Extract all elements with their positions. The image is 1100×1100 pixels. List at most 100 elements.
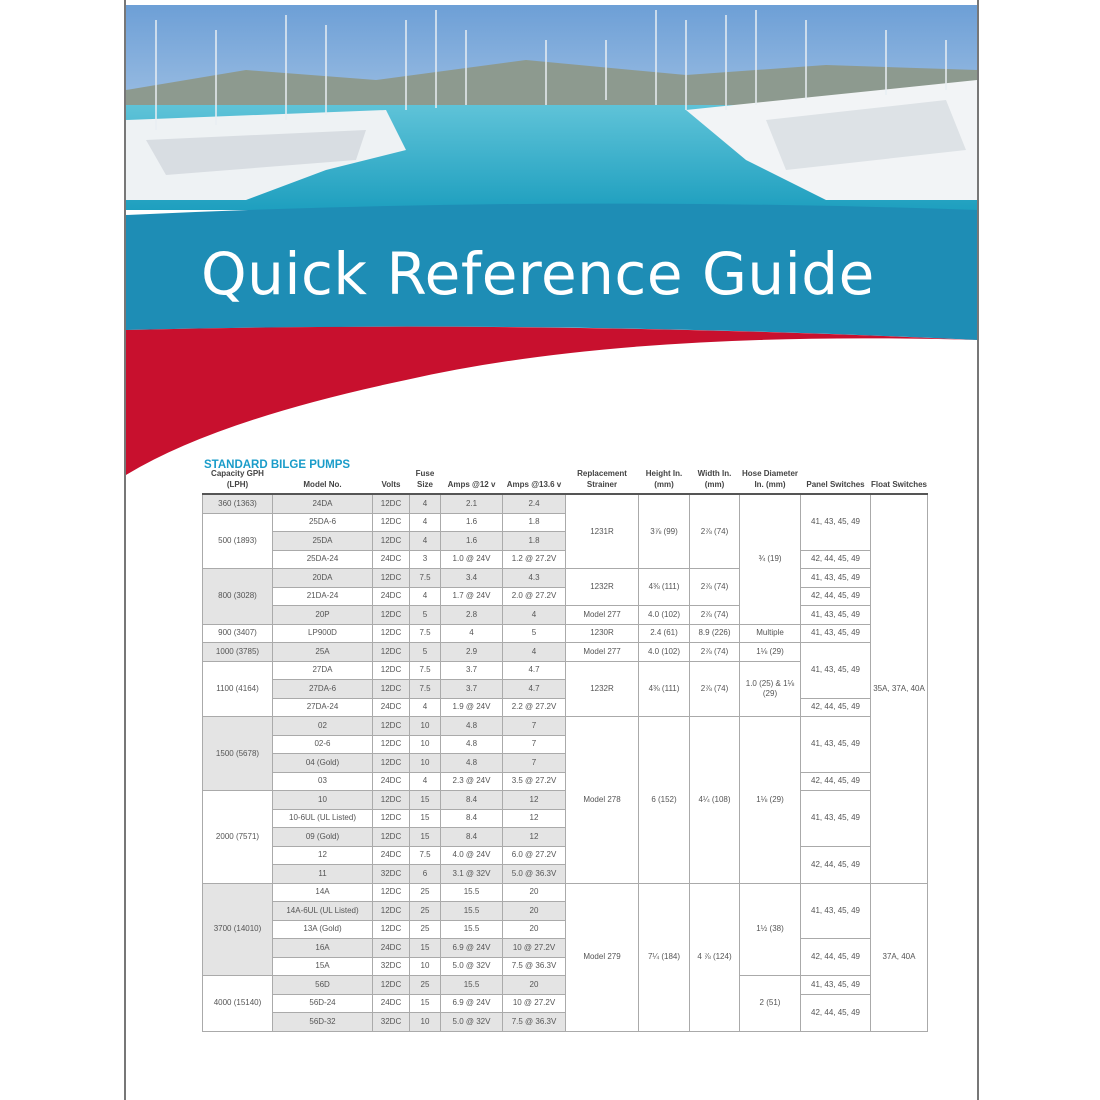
table-cell: 32DC: [372, 1012, 410, 1032]
table-cell: 3.7: [440, 679, 503, 699]
table-cell: 42, 44, 45, 49: [800, 771, 871, 791]
page-title: Quick Reference Guide: [201, 240, 875, 308]
table-cell: 27DA-6: [272, 679, 373, 699]
table-cell: 24DC: [372, 549, 410, 569]
table-cell: 25: [409, 882, 441, 902]
table-cell: 6: [409, 864, 441, 884]
table-cell: 4: [440, 623, 503, 643]
table-cell: 1.0 (25) & 1⅛ (29): [739, 660, 801, 717]
table-row: 2000 (7571) 10 12DC 15 8.4 12 41, 43, 45, 49: [202, 790, 928, 884]
table-cell: 7: [502, 753, 566, 773]
table-cell: 10 @ 27.2V: [502, 938, 566, 958]
table-row: 21DA-24 24DC 4 1.7 @ 24V 2.0 @ 27.2V 42, 44, …: [203, 586, 928, 606]
table-cell: 32DC: [372, 956, 410, 976]
marina-photo: [126, 5, 977, 210]
table-cell: 4.0 (102): [638, 642, 690, 662]
table-row: 04 (Gold) 12DC 10 4.8 7: [203, 753, 928, 773]
table-cell: 56D-32: [272, 1012, 373, 1032]
table-cell: 12DC: [372, 734, 410, 754]
table-cell: 7.5: [409, 568, 441, 588]
table-cell: 7.5: [409, 679, 441, 699]
table-cell: 2⅞ (74): [689, 605, 740, 625]
table-cell: 10: [409, 753, 441, 773]
table-cell: 09 (Gold): [272, 827, 373, 847]
table-cell: 24DC: [372, 697, 410, 717]
table-cell: 12: [272, 845, 373, 865]
table-cell: 6 (152): [638, 716, 690, 884]
column-header: Fuse Size: [409, 468, 441, 495]
table-cell: ¾ (19): [739, 493, 801, 625]
column-header: Model No.: [272, 468, 373, 495]
table-cell: 1.6: [440, 512, 503, 532]
table-cell: 41, 43, 45, 49: [800, 716, 871, 773]
table-cell: 12DC: [372, 642, 410, 662]
table-cell: 12DC: [372, 660, 410, 680]
table-cell: 3: [409, 549, 441, 569]
column-header: Panel Switches: [800, 468, 871, 495]
column-header: Hose Diameter In. (mm): [739, 468, 801, 495]
table-row: 14A-6UL (UL Listed) 12DC 25 15.5 20: [203, 901, 928, 921]
table-row: 360 (1363) 24DA 12DC 4 2.1 2.4 1231R 3⅞ (99) 2⅞ …: [202, 493, 928, 884]
table-cell: 800 (3028): [202, 568, 273, 625]
table-row: 12 24DC 7.5 4.0 @ 24V 6.0 @ 27.2V 42, 44, 45,…: [203, 845, 928, 884]
table-cell: 2000 (7571): [202, 790, 273, 884]
table-cell: 12DC: [372, 605, 410, 625]
table-cell: 27DA: [272, 660, 373, 680]
table-row: 3700 (14010) 14A 12DC 25 15.5 20 Model 279 7¼ (…: [202, 882, 928, 1032]
table-cell: 7.5: [409, 623, 441, 643]
table-cell: 15: [409, 938, 441, 958]
table-cell: 3.1 @ 32V: [440, 864, 503, 884]
table-cell: 27DA-24: [272, 697, 373, 717]
table-cell: 7.5: [409, 845, 441, 865]
table-row: 4000 (15140) 56D 12DC 25 15.5 20 2 (51) 41, 43,…: [202, 975, 928, 1032]
table-cell: 1500 (5678): [202, 716, 273, 791]
table-cell: 15: [409, 993, 441, 1013]
table-cell: 10: [409, 1012, 441, 1032]
table-cell: 5.0 @ 32V: [440, 956, 503, 976]
table-cell: 20P: [272, 605, 373, 625]
document-page: Quick Reference Guide STANDARD BILGE PUM…: [124, 0, 979, 1100]
table-cell: 42, 44, 45, 49: [800, 938, 871, 976]
table-cell: 4: [409, 586, 441, 606]
table-cell: 4.3: [502, 568, 566, 588]
table-cell: 2⅞ (74): [689, 493, 740, 569]
table-cell: 20: [502, 901, 566, 921]
table-cell: 7.5: [409, 660, 441, 680]
table-cell: 12DC: [372, 531, 410, 551]
table-cell: 1232R: [565, 568, 639, 606]
table-cell: 2.8: [440, 605, 503, 625]
table-row: 56D-32 32DC 10 5.0 @ 32V 7.5 @ 36.3V: [203, 1012, 928, 1032]
table-cell: 1100 (4164): [202, 660, 273, 717]
table-cell: 1⅛ (29): [739, 716, 801, 884]
table-cell: 1232R: [565, 660, 639, 717]
table-cell: 37A, 40A: [870, 882, 928, 1032]
table-cell: 13A (Gold): [272, 919, 373, 939]
table-cell: 900 (3407): [202, 623, 273, 643]
table-row: 56D-24 24DC 15 6.9 @ 24V 10 @ 27.2V 42, 44, 4…: [203, 993, 928, 1032]
table-cell: 8.4: [440, 790, 503, 810]
table-cell: 12: [502, 827, 566, 847]
table-cell: 15.5: [440, 901, 503, 921]
column-header: Amps @13.6 v: [502, 468, 566, 495]
table-cell: 42, 44, 45, 49: [800, 993, 871, 1032]
table-cell: 4.0 @ 24V: [440, 845, 503, 865]
table-cell: 2.4 (61): [638, 623, 690, 643]
table-cell: 12DC: [372, 790, 410, 810]
table-cell: 16A: [272, 938, 373, 958]
table-row: 09 (Gold) 12DC 15 8.4 12: [203, 827, 928, 847]
table-cell: 5.0 @ 36.3V: [502, 864, 566, 884]
table-cell: 25: [409, 975, 441, 995]
table-cell: 10 @ 27.2V: [502, 993, 566, 1013]
table-row: 25DA 12DC 4 1.6 1.8: [203, 531, 928, 551]
table-cell: 3⅞ (99): [638, 493, 690, 569]
red-swoosh: [126, 326, 977, 475]
table-cell: 24DC: [372, 845, 410, 865]
table-row: 500 (1893) 25DA-6 12DC 4 1.6 1.8: [202, 512, 928, 569]
table-cell: 4: [502, 642, 566, 662]
table-cell: 12DC: [372, 882, 410, 902]
table-cell: 25: [409, 919, 441, 939]
table-cell: 15.5: [440, 882, 503, 902]
table-cell: 1230R: [565, 623, 639, 643]
table-cell: 4000 (15140): [202, 975, 273, 1032]
table-cell: 12: [502, 808, 566, 828]
